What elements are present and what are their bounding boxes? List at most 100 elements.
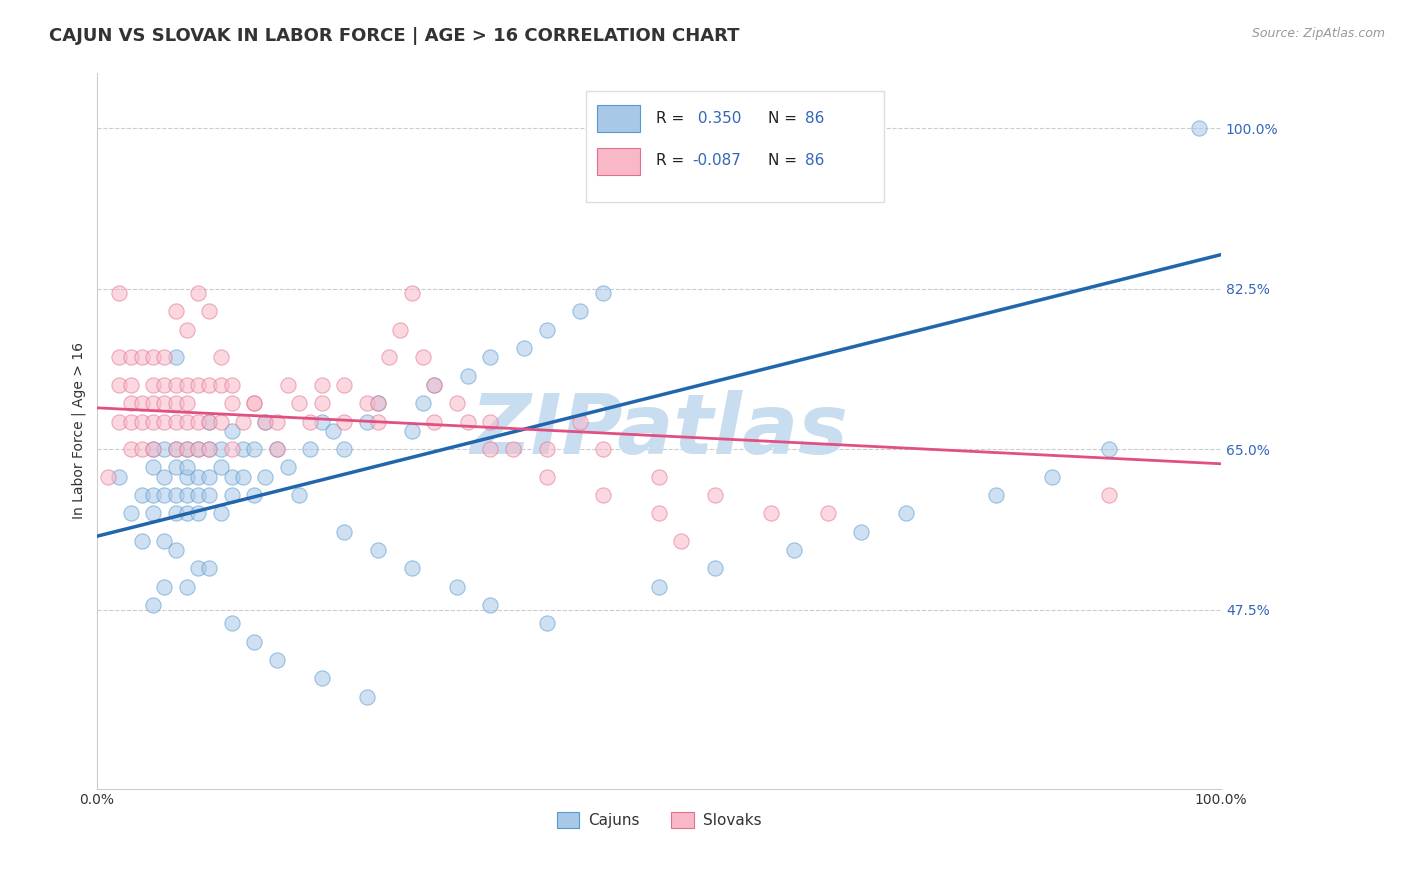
Point (333, 524, 356, 539)
Point (131, 415, 153, 429)
Point (311, 396, 333, 410)
Point (299, 442, 322, 456)
Point (120, 442, 142, 456)
Point (209, 377, 232, 392)
Point (120, 351, 142, 365)
Legend: Cajuns, Slovaks: Cajuns, Slovaks (550, 806, 768, 835)
Point (457, 415, 479, 429)
Point (254, 415, 277, 429)
Point (198, 442, 221, 456)
Point (288, 396, 311, 410)
Point (367, 543, 389, 558)
Point (153, 469, 176, 483)
Point (232, 469, 254, 483)
Point (1097, 488, 1119, 502)
Text: Source: ZipAtlas.com: Source: ZipAtlas.com (1251, 27, 1385, 40)
Point (165, 351, 187, 365)
Point (131, 351, 153, 365)
Point (266, 442, 288, 456)
Point (243, 488, 266, 502)
Text: N =: N = (768, 111, 801, 126)
Point (254, 415, 277, 429)
Point (243, 442, 266, 456)
Point (198, 469, 221, 483)
Point (536, 616, 558, 631)
Point (153, 442, 176, 456)
Point (333, 377, 356, 392)
Point (131, 533, 153, 548)
Point (198, 415, 221, 429)
Point (389, 323, 412, 337)
Point (176, 415, 198, 429)
Point (142, 351, 165, 365)
Point (277, 377, 299, 392)
Point (176, 377, 198, 392)
Point (367, 396, 389, 410)
Point (176, 396, 198, 410)
Point (457, 368, 479, 383)
Point (165, 506, 187, 520)
Point (221, 616, 243, 631)
Point (367, 415, 389, 429)
Point (187, 469, 209, 483)
Point (311, 415, 333, 429)
Point (479, 415, 502, 429)
Point (198, 442, 221, 456)
Point (221, 396, 243, 410)
Point (288, 488, 311, 502)
Point (198, 377, 221, 392)
Text: -0.087: -0.087 (693, 153, 741, 169)
Point (131, 396, 153, 410)
Point (896, 506, 918, 520)
Point (412, 351, 434, 365)
Point (120, 396, 142, 410)
Point (153, 351, 176, 365)
Point (176, 506, 198, 520)
Point (569, 415, 592, 429)
Point (165, 377, 187, 392)
Point (176, 442, 198, 456)
Point (592, 488, 614, 502)
Point (142, 488, 165, 502)
Point (176, 580, 198, 594)
Point (187, 442, 209, 456)
Point (120, 377, 142, 392)
Point (648, 506, 671, 520)
Point (165, 304, 187, 318)
Point (108, 415, 131, 429)
Point (221, 442, 243, 456)
Point (356, 396, 378, 410)
Point (153, 488, 176, 502)
Point (142, 442, 165, 456)
Point (176, 323, 198, 337)
Point (446, 396, 468, 410)
Point (311, 377, 333, 392)
Point (176, 442, 198, 456)
Point (198, 415, 221, 429)
Point (187, 286, 209, 301)
Point (502, 442, 524, 456)
Point (209, 506, 232, 520)
Point (209, 460, 232, 475)
Point (165, 460, 187, 475)
Point (356, 690, 378, 704)
Point (423, 415, 446, 429)
Point (479, 442, 502, 456)
Point (851, 524, 873, 539)
Point (479, 351, 502, 365)
Point (761, 506, 783, 520)
Point (187, 415, 209, 429)
Text: CAJUN VS SLOVAK IN LABOR FORCE | AGE > 16 CORRELATION CHART: CAJUN VS SLOVAK IN LABOR FORCE | AGE > 1… (49, 27, 740, 45)
Point (333, 415, 356, 429)
Point (536, 323, 558, 337)
Point (108, 351, 131, 365)
Text: 86: 86 (806, 111, 824, 126)
Point (209, 442, 232, 456)
Point (176, 488, 198, 502)
Point (187, 488, 209, 502)
Point (176, 460, 198, 475)
Point (266, 415, 288, 429)
Point (187, 561, 209, 575)
Point (165, 543, 187, 558)
Point (165, 396, 187, 410)
